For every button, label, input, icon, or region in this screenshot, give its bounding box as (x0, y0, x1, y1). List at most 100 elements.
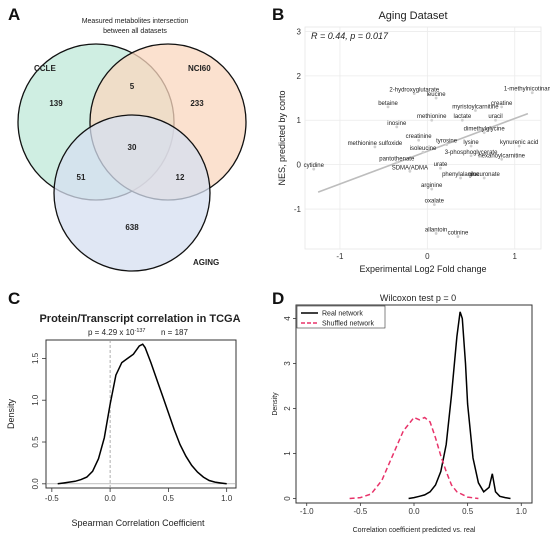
scatter-point-label-creatine: creatine (491, 101, 513, 107)
venn-region-ccle-nci60-aging: 30 (128, 143, 137, 152)
scatter-point-betaine (386, 105, 390, 109)
venn-region-nci60: 233 (190, 99, 204, 108)
scatter-point-label-lactate: lactate (453, 114, 471, 120)
scatter-point-label-lysine: lysine (463, 140, 479, 146)
scatter-ytick-label: 0 (297, 161, 302, 170)
scatter-annotation: R = 0.44, p = 0.017 (311, 31, 389, 41)
scatter-point-label-cytidine: cytidine (304, 163, 325, 169)
scatter-point-creatinine (417, 138, 421, 142)
venn-title-line1: Measured metabolites intersection (82, 18, 189, 25)
scatter-point-urate (439, 166, 442, 170)
scatter-point-allantoin (434, 232, 438, 235)
wilcoxon-ylabel: Density (272, 392, 279, 416)
scatter-ytick-label: 3 (297, 27, 302, 36)
venn-region-nci60-aging: 12 (176, 173, 185, 182)
scatter-xtick-label: 0 (425, 252, 430, 261)
scatter-point-dimethylglycine (482, 131, 486, 135)
scatter-point-label-urate: urate (434, 162, 448, 168)
wilcoxon-xtick-label: 0.5 (462, 507, 474, 516)
wilcoxon-title: Wilcoxon test p = 0 (380, 293, 456, 303)
panel-c-letter: C (8, 289, 20, 308)
wilcoxon-curve-real-network (408, 311, 511, 500)
scatter-point-1-methylnicotinamide (530, 91, 534, 95)
density-title: Protein/Transcript correlation in TCGA (39, 313, 240, 325)
scatter-point-2-hydroxyglutarate (412, 92, 416, 95)
scatter-point-arginine (430, 187, 434, 191)
scatter-point-oxalate (432, 203, 436, 207)
panel-d: D Wilcoxon test p = 0 -1.0 -0.5 0.0 0.5 1.0 0… (272, 289, 533, 534)
scatter-point-cotinine (456, 235, 460, 238)
scatter-point-label-creatinine: creatinine (406, 134, 433, 140)
scatter-point-label-kynurenic-acid: kynurenic acid (500, 140, 538, 146)
scatter-point-pantothenate (395, 161, 399, 164)
scatter-point-label-2-hydroxyglutarate: 2-hydroxyglutarate (389, 88, 439, 94)
scatter-point-label-dimethylglycine: dimethylglycine (464, 127, 506, 133)
density-annotation-p: p = 4.29 x 10-137 (88, 328, 146, 337)
wilcoxon-xtick-label: 0.0 (408, 507, 420, 516)
scatter-point-label-inosine: inosine (387, 121, 407, 127)
density-ytick-label: 0.0 (31, 478, 40, 490)
panel-a-letter: A (8, 5, 20, 24)
venn-circle-aging (53, 114, 211, 272)
density-xtick-label: 0.0 (105, 494, 117, 503)
wilcoxon-xlabel: Correlation coefficient predicted vs. re… (353, 527, 476, 534)
panel-b-letter: B (272, 5, 284, 24)
scatter-point-3-phosphoglycerate (469, 154, 473, 158)
scatter-point-methionine (430, 118, 434, 122)
density-ytick-label: 0.5 (31, 436, 40, 448)
wilcoxon-xtick-label: -1.0 (300, 507, 314, 516)
density-xlabel: Spearman Correlation Coefficient (72, 518, 205, 528)
wilcoxon-legend-label-real-network: Real network (322, 311, 363, 318)
scatter-point-kynurenic-acid (517, 144, 521, 148)
scatter-point-lysine (469, 144, 473, 148)
panel-b: B Aging Dataset -1 0 1 3 2 1 0 -1 2-hydroxyglut… (272, 5, 550, 274)
venn-set-label-nci60: NCI60 (188, 64, 211, 73)
density-annotation-n: n = 187 (161, 328, 188, 337)
scatter-point-label-cotinine: cotinine (448, 231, 469, 237)
scatter-point-label-oxalate: oxalate (425, 199, 445, 205)
scatter-point-leucine (434, 96, 438, 100)
scatter-xtick-label: -1 (336, 252, 344, 261)
wilcoxon-ytick-label: 2 (283, 406, 292, 411)
scatter-point-label-betaine: betaine (378, 101, 398, 107)
scatter-point-label-uracil: uracil (488, 114, 502, 120)
density-ytick-label: 1.5 (31, 352, 40, 364)
scatter-point-isoleucine (421, 150, 425, 154)
scatter-point-label-allantoin: allantoin (425, 227, 447, 233)
scatter-ylabel: NES, predicted by corto (277, 90, 287, 185)
density-plot-frame (45, 339, 237, 489)
scatter-point-label-arginine: arginine (421, 183, 443, 189)
venn-region-ccle-nci60: 5 (130, 82, 135, 91)
scatter-point-phenylalanine (459, 176, 462, 180)
scatter-point-label-hexanoylcarnitine: hexanoylcarnitine (478, 153, 525, 159)
scatter-point-label-methionine: methionine (417, 114, 447, 120)
panel-c: C Protein/Transcript correlation in TCGA… (6, 289, 241, 528)
scatter-point-inosine (395, 125, 399, 129)
scatter-point-label-sdma-adma: SDMA/ADMA (392, 165, 428, 171)
scatter-point-uracil (494, 118, 497, 122)
density-xtick-label: 1.0 (221, 494, 233, 503)
scatter-point-creatine (500, 105, 504, 109)
wilcoxon-plot-frame (295, 304, 533, 504)
venn-region-ccle-aging: 51 (77, 173, 86, 182)
venn-set-label-aging: AGING (193, 258, 219, 267)
scatter-point-label-1-methylnicotinamide: 1-methylnicotinamide (504, 87, 550, 93)
venn-title-line2: between all datasets (103, 28, 167, 35)
scatter-ytick-label: 1 (297, 116, 302, 125)
venn-set-label-ccle: CCLE (34, 64, 56, 73)
venn-region-ccle: 139 (49, 99, 63, 108)
scatter-point-glucuronate (482, 176, 486, 180)
panel-d-letter: D (272, 289, 284, 308)
scatter-plot-area (304, 26, 542, 250)
venn-region-aging: 638 (125, 223, 139, 232)
scatter-ytick-label: -1 (294, 205, 302, 214)
wilcoxon-legend-label-shuffled-network: Shuffled network (322, 321, 375, 328)
scatter-point-label-pantothenate: pantothenate (379, 156, 415, 162)
scatter-title: Aging Dataset (378, 10, 447, 22)
scatter-point-myristoylcarnitine (474, 109, 477, 112)
density-ylabel: Density (6, 398, 16, 429)
scatter-ytick-label: 2 (297, 72, 302, 81)
scatter-point-label-methionine-sulfoxide: methionine sulfoxide (348, 141, 403, 147)
scatter-point-label-phenylalanine: phenylalanine (442, 172, 480, 178)
density-xtick-label: 0.5 (163, 494, 175, 503)
